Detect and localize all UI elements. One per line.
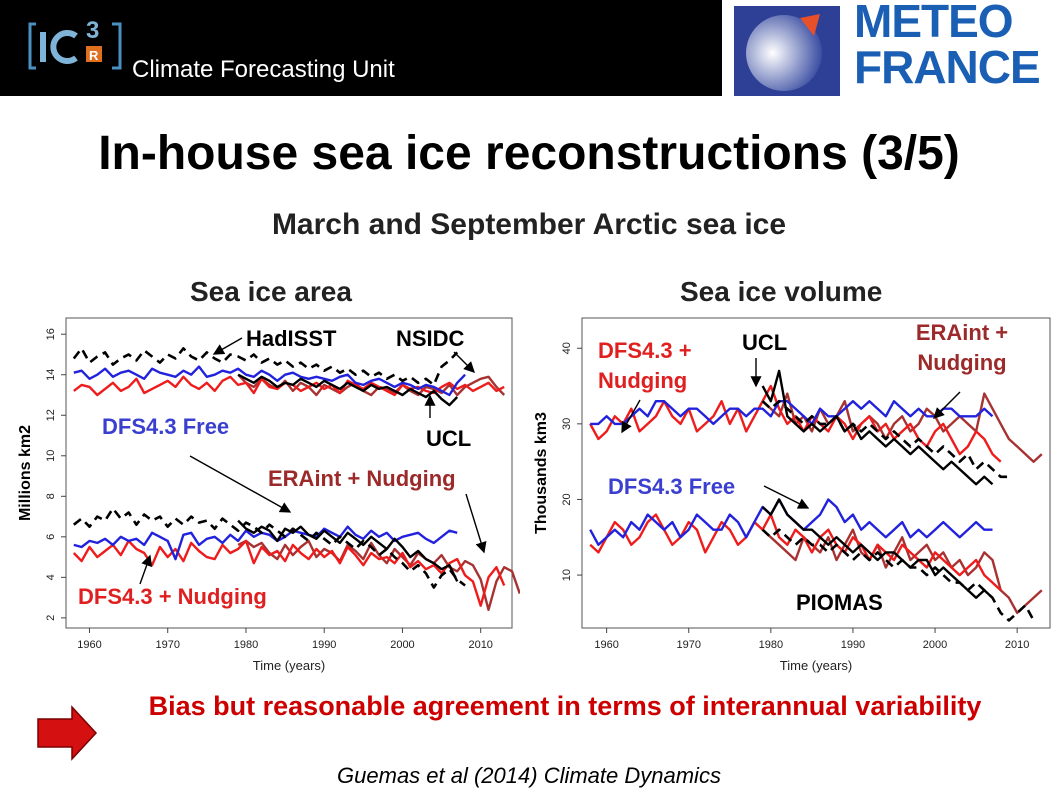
series-line-piomas-september — [761, 528, 1035, 622]
label-nsidc: NSIDC — [396, 326, 465, 351]
y-tick-label: 40 — [561, 342, 573, 354]
x-tick-label: 1960 — [77, 639, 101, 651]
series-line-dfs4-3-free-march — [73, 365, 466, 397]
y-tick-label: 4 — [45, 574, 57, 580]
series-line-hadisst-september — [72, 507, 466, 589]
series-line-ucl-march — [761, 369, 994, 486]
series-line-dfs4-3-nudging-march — [589, 384, 1002, 463]
slide-subtitle: March and September Arctic sea ice — [271, 208, 787, 241]
slide-title: In-house sea ice reconstructions (3/5) — [98, 127, 960, 180]
x-axis-label: Time (years) — [253, 658, 325, 673]
x-axis-label: Time (years) — [780, 658, 852, 673]
y-axis-label: Millions km2 — [17, 425, 34, 521]
label-ucl-area: UCL — [426, 426, 472, 451]
series-line-eraint-nudging-september — [237, 539, 520, 611]
logo-line-2: FRANCE — [854, 41, 1041, 93]
series-line-ucl-september — [761, 498, 994, 599]
y-tick-label: 10 — [561, 569, 573, 581]
plot-frame — [581, 317, 1051, 629]
area-panel-title: Sea ice area — [190, 276, 352, 307]
label-dfs-free-volume: DFS4.3 Free — [608, 474, 736, 499]
unit-label: Climate Forecasting Unit — [132, 56, 395, 83]
y-tick-label: 30 — [561, 418, 573, 430]
series-line-dfs4-3-nudging-september — [589, 513, 1002, 592]
label-dfs-nudging-area: DFS4.3 + Nudging — [78, 584, 267, 609]
y-tick-label: 10 — [45, 450, 57, 462]
y-tick-label: 12 — [45, 409, 57, 421]
x-tick-label: 1980 — [759, 639, 783, 651]
meteo-france-wordmark: METEO FRANCE — [854, 0, 1041, 93]
series-line-ucl-march — [237, 373, 459, 407]
y-tick-label: 20 — [561, 493, 573, 505]
label-dfs-nudging-volume: DFS4.3 + Nudging — [598, 338, 692, 393]
svg-text:R: R — [89, 48, 99, 63]
ic3-logo: 3 R — [28, 17, 122, 70]
label-eraint-area: ERAint + Nudging — [268, 466, 456, 491]
x-tick-label: 2000 — [923, 639, 947, 651]
series-line-dfs4-3-free-march — [590, 399, 994, 426]
meteo-france-emblem — [734, 6, 840, 96]
series-line-hadisst-march — [72, 347, 459, 387]
volume-panel-title: Sea ice volume — [680, 276, 883, 307]
x-tick-label: 1980 — [234, 639, 258, 651]
x-tick-label: 1970 — [676, 639, 700, 651]
x-tick-label: 2010 — [1005, 639, 1029, 651]
label-eraint-volume: ERAint + Nudging — [915, 320, 1009, 375]
meteo-france-logo: METEO FRANCE — [726, 0, 1058, 96]
logo-line-1: METEO — [854, 0, 1014, 47]
y-tick-label: 16 — [45, 328, 57, 340]
svg-text:3: 3 — [86, 17, 99, 44]
y-tick-label: 2 — [45, 615, 57, 621]
label-hadisst: HadISST — [246, 326, 337, 351]
plot-frame — [65, 317, 513, 629]
y-tick-label: 8 — [45, 493, 57, 499]
x-tick-label: 1990 — [841, 639, 865, 651]
sea-ice-area-chart: 1960 1970 1980 1990 2000 2010 2 4 6 8 10 12 14 16 Time… — [17, 317, 520, 673]
series-line-piomas-march — [761, 399, 1009, 479]
x-tick-label: 2000 — [390, 639, 414, 651]
x-tick-label: 1970 — [155, 639, 179, 651]
x-tick-label: 1990 — [312, 639, 336, 651]
conclusion-text: Bias but reasonable agreement in terms o… — [148, 691, 982, 721]
citation: Guemas et al (2014) Climate Dynamics — [337, 763, 721, 788]
label-dfs-free-area: DFS4.3 Free — [102, 414, 230, 439]
y-tick-label: 14 — [45, 369, 57, 381]
header-banner: 3 R Climate Forecasting Unit — [0, 0, 722, 96]
x-tick-label: 2010 — [468, 639, 492, 651]
y-tick-label: 6 — [45, 534, 57, 540]
conclusion-arrow-icon — [37, 705, 98, 761]
label-piomas: PIOMAS — [796, 590, 883, 615]
label-ucl-volume: UCL — [742, 330, 788, 355]
x-tick-label: 1960 — [594, 639, 618, 651]
y-axis-label: Thousands km3 — [533, 412, 550, 534]
series-line-ucl-september — [237, 519, 459, 582]
